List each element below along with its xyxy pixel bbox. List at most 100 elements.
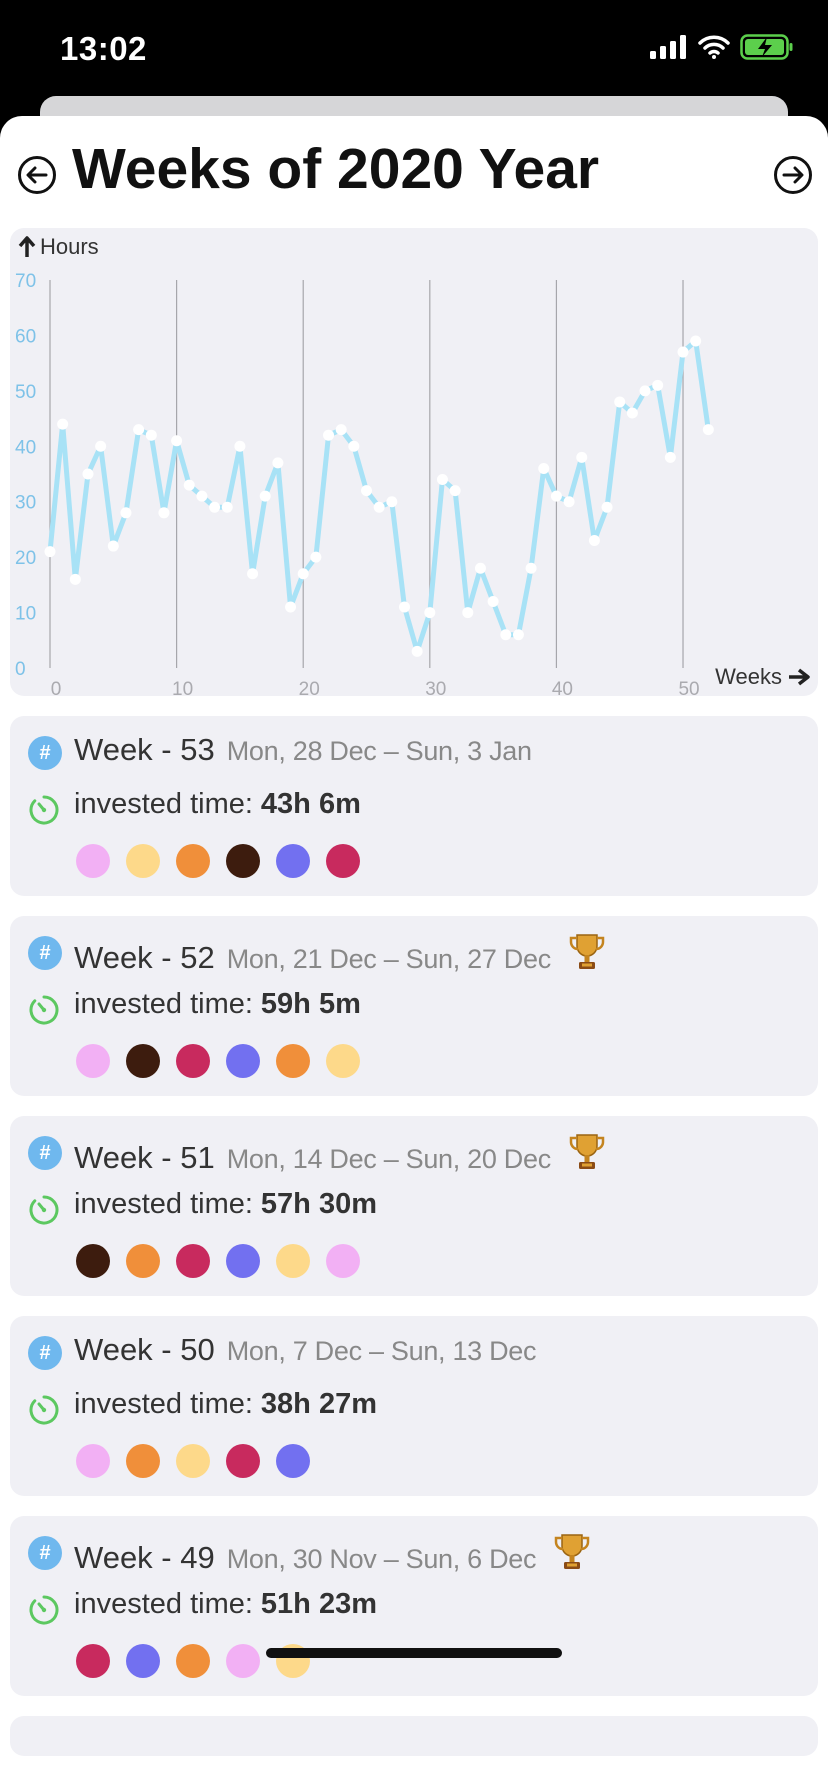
- category-dot: [276, 844, 310, 878]
- category-dot: [126, 1644, 160, 1678]
- data-point: [652, 379, 664, 391]
- y-tick-label: 70: [15, 271, 36, 292]
- data-point: [196, 490, 208, 502]
- trophy-icon: [569, 934, 605, 969]
- data-point: [145, 429, 157, 441]
- category-dot: [326, 1244, 360, 1278]
- category-dot: [276, 1044, 310, 1078]
- y-tick-label: 10: [15, 604, 36, 625]
- data-point: [614, 396, 626, 408]
- x-axis-title: Weeks: [715, 664, 810, 690]
- week-name: Week - 53: [74, 732, 215, 767]
- data-point: [323, 429, 335, 441]
- week-card-51[interactable]: # Week - 51 Mon, 14 Dec – Sun, 20 Dec inv…: [10, 1116, 818, 1296]
- category-dot: [276, 1244, 310, 1278]
- y-tick-label: 0: [15, 659, 26, 680]
- week-range: Mon, 30 Nov – Sun, 6 Dec: [226, 1544, 537, 1574]
- category-dot: [276, 1444, 310, 1478]
- home-indicator[interactable]: [266, 1648, 562, 1658]
- category-dot: [176, 1444, 210, 1478]
- clock-icon: [29, 995, 59, 1025]
- category-dots: [76, 1444, 310, 1478]
- data-point: [702, 424, 714, 436]
- week-card-53[interactable]: # Week - 53 Mon, 28 Dec – Sun, 3 Jan inve…: [10, 716, 818, 896]
- week-name: Week - 51: [74, 1140, 215, 1175]
- category-dot: [226, 844, 260, 878]
- clock-icon: [29, 1395, 59, 1425]
- week-card-partial[interactable]: [10, 1716, 818, 1756]
- weeks-sheet: Weeks of 2020 Year Hours 0 10 20 30 40 50 0 10 2…: [0, 116, 828, 1792]
- arrow-right-icon: [789, 668, 810, 686]
- prev-year-button[interactable]: [18, 156, 56, 194]
- clock-icon: [29, 795, 59, 825]
- arrow-up-icon: [18, 236, 36, 257]
- category-dots: [76, 844, 360, 878]
- invested-value: 38h 27m: [260, 1388, 377, 1420]
- data-point: [120, 507, 132, 519]
- week-card-49[interactable]: # Week - 49 Mon, 30 Nov – Sun, 6 Dec inve…: [10, 1516, 818, 1696]
- invested-value: 57h 30m: [260, 1188, 377, 1220]
- next-year-button[interactable]: [774, 156, 812, 194]
- data-point: [449, 485, 461, 497]
- data-point: [171, 435, 183, 447]
- data-point: [285, 601, 297, 613]
- week-card-50[interactable]: # Week - 50 Mon, 7 Dec – Sun, 13 Dec inve…: [10, 1316, 818, 1496]
- y-tick-label: 20: [15, 548, 36, 569]
- data-point: [386, 496, 398, 508]
- data-point: [373, 501, 385, 513]
- data-point: [462, 607, 474, 619]
- data-point: [626, 407, 638, 419]
- category-dot: [226, 1644, 260, 1678]
- data-point: [588, 535, 600, 547]
- y-tick-label: 50: [15, 382, 36, 403]
- clock-icon: [29, 1195, 59, 1225]
- category-dot: [126, 1444, 160, 1478]
- arrow-right-circle-icon: [782, 166, 804, 184]
- y-axis-title: Hours: [18, 234, 99, 260]
- category-dot: [326, 844, 360, 878]
- y-axis-label: Hours: [40, 234, 99, 259]
- arrow-left-circle-icon: [26, 166, 48, 184]
- data-point: [424, 607, 436, 619]
- data-point: [474, 562, 486, 574]
- invested-label: invested time:: [74, 1188, 253, 1220]
- data-point: [247, 568, 259, 580]
- x-tick-label: 20: [299, 679, 320, 696]
- data-point: [95, 440, 107, 452]
- category-dots: [76, 1044, 360, 1078]
- x-tick-label: 40: [552, 679, 573, 696]
- x-tick-label: 0: [51, 679, 62, 696]
- category-dot: [176, 1644, 210, 1678]
- data-point: [563, 496, 575, 508]
- week-name: Week - 52: [74, 940, 215, 975]
- data-point: [297, 568, 309, 580]
- week-range: Mon, 7 Dec – Sun, 13 Dec: [226, 1336, 537, 1366]
- data-point: [310, 551, 322, 563]
- category-dots: [76, 1644, 310, 1678]
- header: Weeks of 2020 Year: [0, 116, 828, 226]
- x-axis-label: Weeks: [715, 664, 782, 689]
- data-point: [639, 385, 651, 397]
- data-point: [272, 457, 284, 469]
- data-point: [398, 601, 410, 613]
- data-point: [158, 507, 170, 519]
- invested-value: 43h 6m: [260, 788, 361, 820]
- data-point: [82, 468, 94, 480]
- week-list: # Week - 53 Mon, 28 Dec – Sun, 3 Jan inve…: [10, 716, 818, 1756]
- category-dot: [226, 1044, 260, 1078]
- data-point: [677, 346, 689, 358]
- data-point: [411, 645, 423, 657]
- battery-charging-icon: [740, 34, 793, 60]
- category-dots: [76, 1244, 360, 1278]
- week-range: Mon, 21 Dec – Sun, 27 Dec: [226, 944, 551, 974]
- data-point: [512, 629, 524, 641]
- week-card-52[interactable]: # Week - 52 Mon, 21 Dec – Sun, 27 Dec inv…: [10, 916, 818, 1096]
- status-icons: [650, 34, 794, 60]
- category-dot: [126, 1044, 160, 1078]
- week-range: Mon, 28 Dec – Sun, 3 Jan: [226, 736, 532, 766]
- data-point: [576, 451, 588, 463]
- data-point: [500, 629, 512, 641]
- hours-chart: Hours 0 10 20 30 40 50 0 10 20 30 40 50 60 70 Weeks: [10, 228, 818, 696]
- week-range: Mon, 14 Dec – Sun, 20 Dec: [226, 1144, 551, 1174]
- y-tick-label: 60: [15, 326, 36, 347]
